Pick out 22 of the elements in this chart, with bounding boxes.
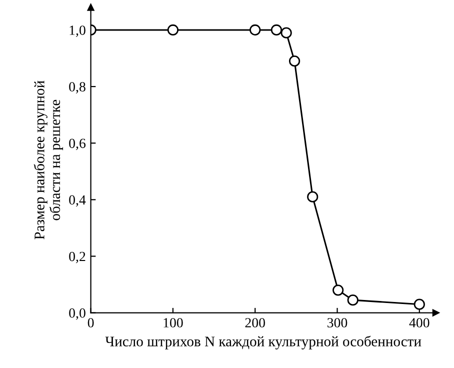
point — [250, 24, 261, 36]
point — [332, 284, 344, 296]
point — [414, 298, 425, 310]
x-tick-label: 200 — [245, 318, 265, 328]
y-tick-label: 0,4 — [69, 195, 86, 207]
y-tick-label: 0,0 — [69, 308, 86, 320]
point — [307, 191, 318, 202]
y-tick-label: 0,2 — [69, 252, 86, 264]
x-axis-title: Число штрихов N каждой культурной особенности — [105, 336, 422, 350]
x-tick-label: 100 — [164, 318, 183, 328]
point — [288, 56, 300, 67]
y-axis-title: Размер наиболее крупной области на решетке — [34, 80, 64, 240]
y-tick-label: 0,6 — [69, 138, 86, 150]
y-tick-label: 1,0 — [70, 26, 86, 37]
point — [167, 24, 179, 36]
point — [347, 294, 358, 306]
x-tick-label: 400 — [409, 318, 430, 328]
y-tick-label: 0,8 — [69, 82, 86, 94]
x-tick-label: 0 — [88, 318, 94, 328]
point — [270, 24, 282, 36]
point — [280, 27, 292, 38]
x-tick-label: 300 — [328, 318, 348, 328]
